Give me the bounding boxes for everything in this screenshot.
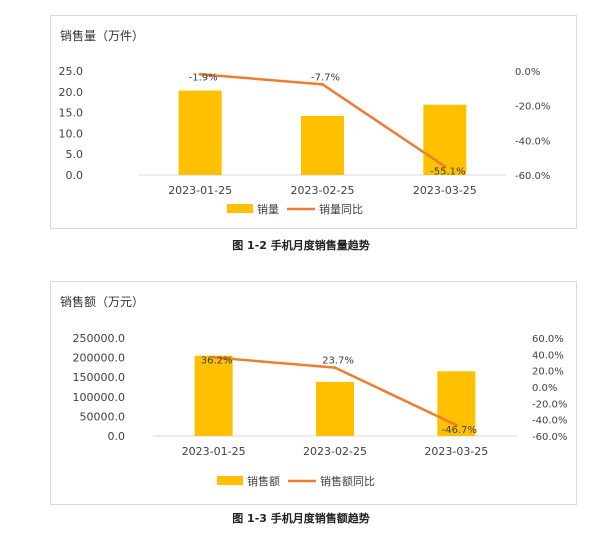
yoy-data-label: -46.7% — [442, 425, 477, 436]
legend-label-line: 销量同比 — [319, 202, 363, 216]
right-axis-tick-label: -40.0% — [515, 136, 550, 147]
right-axis-tick-label: 0.0% — [515, 67, 540, 78]
yoy-data-label: 23.7% — [322, 356, 354, 367]
x-axis-tick-label: 2023-02-25 — [303, 445, 367, 458]
right-axis-tick-label: 0.0% — [532, 383, 557, 394]
chart-panel-sales-amount: 销售额（万元） 250000.0 200000.0 150000.0 100000.0 5… — [50, 281, 577, 505]
legend-label-line: 销售额同比 — [320, 474, 375, 488]
legend-swatch-bar — [227, 204, 253, 213]
left-axis-tick-label: 100000.0 — [73, 391, 126, 404]
x-axis-tick-label: 2023-01-25 — [168, 184, 232, 197]
chart-panel-sales-volume: 销售量（万件） 25.0 20.0 15.0 10.0 5.0 0.0 0.0% -20.0% -… — [50, 15, 577, 229]
yoy-point-1 — [198, 72, 202, 76]
bar-2 — [301, 115, 344, 175]
right-axis-tick-label: -60.0% — [532, 432, 567, 443]
yoy-point-3 — [443, 165, 447, 169]
right-axis-tick-label: -40.0% — [532, 416, 567, 427]
legend-label-bar: 销售额 — [247, 474, 280, 488]
left-axis-tick-label: 10.0 — [59, 127, 84, 140]
right-axis-tick-label: 60.0% — [532, 334, 564, 345]
right-axis-tick-label: 40.0% — [532, 350, 564, 361]
figure-caption-1-3: 图 1-3 手机月度销售额趋势 — [232, 512, 370, 525]
left-axis-tick-label: 15.0 — [59, 107, 84, 120]
yoy-point-2 — [321, 82, 324, 86]
x-axis-tick-label: 2023-02-25 — [291, 184, 355, 197]
yoy-data-label: -1.9% — [189, 72, 218, 83]
left-axis-tick-label: 200000.0 — [73, 352, 126, 365]
right-axis-tick-label: 20.0% — [532, 367, 564, 378]
left-axis-tick-label: 250000.0 — [73, 332, 126, 345]
left-axis-tick-label: 25.0 — [59, 65, 84, 78]
left-axis-tick-label: 5.0 — [66, 148, 84, 161]
bar-1 — [178, 90, 222, 175]
bar-1 — [194, 355, 233, 436]
yoy-data-label: -55.1% — [430, 167, 465, 178]
bar-2 — [316, 381, 354, 436]
yoy-point-3 — [454, 423, 458, 427]
right-axis-tick-label: -20.0% — [515, 102, 550, 113]
legend-label-bar: 销量 — [257, 202, 279, 216]
figure-caption-1-2: 图 1-2 手机月度销售量趋势 — [232, 239, 370, 252]
left-axis-tick-label: 50000.0 — [80, 410, 126, 423]
yoy-point-1 — [212, 355, 216, 359]
chart-title: 销售额（万元） — [60, 294, 144, 309]
right-axis-tick-label: -60.0% — [515, 171, 550, 182]
chart-title: 销售量（万件） — [60, 28, 144, 43]
yoy-data-label: -7.7% — [311, 72, 340, 83]
right-axis-tick-label: -20.0% — [532, 399, 567, 410]
sales-volume-chart: 销售量（万件） 25.0 20.0 15.0 10.0 5.0 0.0 0.0% -20.0% -… — [59, 28, 551, 216]
x-axis-tick-label: 2023-01-25 — [182, 445, 246, 458]
yoy-point-2 — [333, 366, 337, 370]
x-axis-tick-label: 2023-03-25 — [413, 184, 477, 197]
x-axis-tick-label: 2023-03-25 — [424, 445, 488, 458]
left-axis-tick-label: 0.0 — [66, 169, 84, 182]
bar-3 — [423, 104, 467, 175]
sales-amount-chart: 销售额（万元） 250000.0 200000.0 150000.0 100000.0 5… — [60, 294, 567, 488]
legend-swatch-bar — [217, 476, 243, 485]
yoy-data-label: 36.2% — [201, 355, 233, 366]
left-axis-tick-label: 0.0 — [108, 430, 126, 443]
left-axis-tick-label: 20.0 — [59, 86, 84, 99]
left-axis-tick-label: 150000.0 — [73, 371, 126, 384]
